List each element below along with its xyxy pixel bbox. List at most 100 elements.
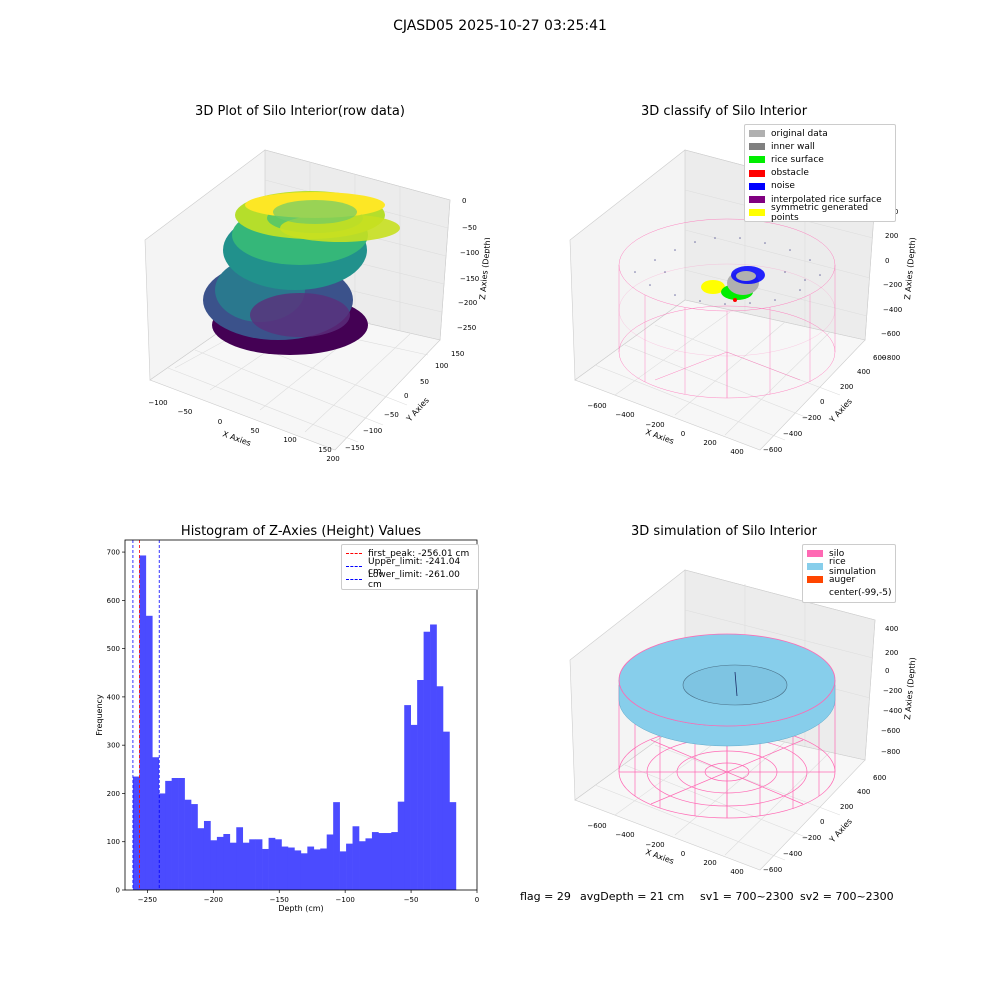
histogram-bar <box>165 780 172 890</box>
legend-item-auger: auger <box>807 573 891 586</box>
svg-text:50: 50 <box>251 427 260 435</box>
legend-item-upper-limit: Upper_limit: -241.04 cm <box>346 557 474 577</box>
simulation-plot-title: 3D simulation of Silo Interior <box>631 524 817 539</box>
histogram-bar <box>384 833 392 890</box>
svg-text:150: 150 <box>451 350 464 358</box>
histogram-bar <box>210 840 218 890</box>
histogram-bar <box>236 827 244 890</box>
svg-text:−50: −50 <box>178 408 193 416</box>
histogram-bar <box>152 757 160 890</box>
histogram-x-tick-label: −100 <box>336 896 355 904</box>
histogram-bar <box>307 846 315 890</box>
classify-plot-title: 3D classify of Silo Interior <box>640 104 808 119</box>
legend-item-first-peak: first_peak: -256.01 cm <box>346 547 474 560</box>
raw-3d-plot: −100 −50 0 50 100 150 200 −150 −100 −50 … <box>144 149 490 463</box>
svg-text:0: 0 <box>820 398 824 406</box>
svg-text:400: 400 <box>885 625 898 633</box>
histogram-bar <box>287 847 295 890</box>
svg-text:200: 200 <box>840 383 853 391</box>
histogram-bar <box>158 793 166 890</box>
svg-text:−400: −400 <box>783 850 802 858</box>
classify-legend: original data inner wall rice surface ob… <box>744 124 896 223</box>
histogram-bar <box>371 832 379 890</box>
svg-text:400: 400 <box>730 448 743 456</box>
histogram-x-tick-label: 0 <box>475 896 479 904</box>
svg-text:Z Axies (Depth): Z Axies (Depth) <box>903 657 917 720</box>
histogram-bar <box>333 802 340 890</box>
histogram-bar <box>223 834 231 890</box>
histogram-bar <box>397 801 405 890</box>
histogram-y-tick-label: 700 <box>107 549 120 557</box>
legend-item-obstacle: obstacle <box>749 167 891 180</box>
histogram-x-tick-label: −150 <box>270 896 289 904</box>
histogram-bar <box>417 680 424 890</box>
svg-text:−200: −200 <box>883 687 902 695</box>
legend-item-original-data: original data <box>749 127 891 140</box>
suptitle: CJASD05 2025-10-27 03:25:41 <box>393 18 607 34</box>
histogram-bar <box>191 804 198 890</box>
histogram-y-tick-label: 0 <box>116 887 120 895</box>
svg-text:−200: −200 <box>802 834 821 842</box>
svg-text:200: 200 <box>885 232 898 240</box>
svg-text:−200: −200 <box>802 414 821 422</box>
svg-text:Z Axies (Depth): Z Axies (Depth) <box>478 237 490 300</box>
histogram-bar <box>300 853 308 890</box>
histogram-bar <box>203 820 211 890</box>
histogram-bar <box>145 615 153 890</box>
svg-text:0: 0 <box>462 197 466 205</box>
simulation-legend: silo rice simulation auger center(-99,-5… <box>802 544 896 603</box>
svg-text:−100: −100 <box>148 399 167 407</box>
svg-text:400: 400 <box>730 868 743 876</box>
histogram-bar <box>346 843 353 890</box>
histogram-bar <box>365 838 373 890</box>
histogram-bar <box>391 832 399 890</box>
legend-item-silo: silo <box>807 547 891 560</box>
svg-text:−400: −400 <box>883 306 902 314</box>
svg-text:600: 600 <box>873 354 886 362</box>
svg-text:Y Axies: Y Axies <box>827 817 854 845</box>
histogram-bar <box>132 776 140 890</box>
footer-flag: flag = 29 <box>520 890 571 903</box>
svg-text:X Axies: X Axies <box>644 847 675 866</box>
svg-text:−150: −150 <box>345 444 364 452</box>
svg-text:100: 100 <box>283 436 296 444</box>
legend-item-rice-simulation: rice simulation <box>807 557 891 577</box>
histogram-bar <box>359 841 366 890</box>
svg-text:−800: −800 <box>881 748 900 756</box>
histogram-y-tick-label: 200 <box>107 790 120 798</box>
histogram-bar <box>442 731 450 890</box>
svg-text:−600: −600 <box>587 822 606 830</box>
legend-item-rice-surface: rice surface <box>749 153 891 166</box>
svg-text:−100: −100 <box>460 249 479 257</box>
svg-text:−600: −600 <box>881 727 900 735</box>
svg-text:0: 0 <box>404 392 408 400</box>
histogram-bar <box>378 833 386 890</box>
histogram-bar <box>184 799 192 890</box>
svg-text:−600: −600 <box>763 866 782 874</box>
histogram-x-tick-label: −50 <box>404 896 419 904</box>
svg-text:0: 0 <box>681 850 685 858</box>
svg-text:−250: −250 <box>457 324 476 332</box>
histogram-bar <box>430 624 437 890</box>
histogram-x-tick-label: −250 <box>138 896 157 904</box>
histogram-bar <box>139 555 147 890</box>
histogram-bar <box>339 851 347 890</box>
svg-text:200: 200 <box>326 455 339 463</box>
silo-cylinder <box>618 685 836 819</box>
legend-item-center: center(-99,-5) <box>807 587 892 600</box>
svg-text:−50: −50 <box>462 224 477 232</box>
svg-text:−400: −400 <box>783 430 802 438</box>
svg-text:−100: −100 <box>363 427 382 435</box>
svg-text:−600: −600 <box>881 330 900 338</box>
svg-text:0: 0 <box>820 818 824 826</box>
histogram-title: Histogram of Z-Axies (Height) Values <box>180 524 422 539</box>
rice-simulation-surface <box>618 633 836 747</box>
legend-item-symmetric: symmetric generated points <box>749 203 891 223</box>
histogram-bar <box>352 826 360 890</box>
svg-text:−600: −600 <box>587 402 606 410</box>
svg-text:0: 0 <box>885 667 889 675</box>
histogram-bar <box>449 802 457 890</box>
raw-plot-title: 3D Plot of Silo Interior(row data) <box>195 104 405 119</box>
svg-text:0: 0 <box>885 257 889 265</box>
